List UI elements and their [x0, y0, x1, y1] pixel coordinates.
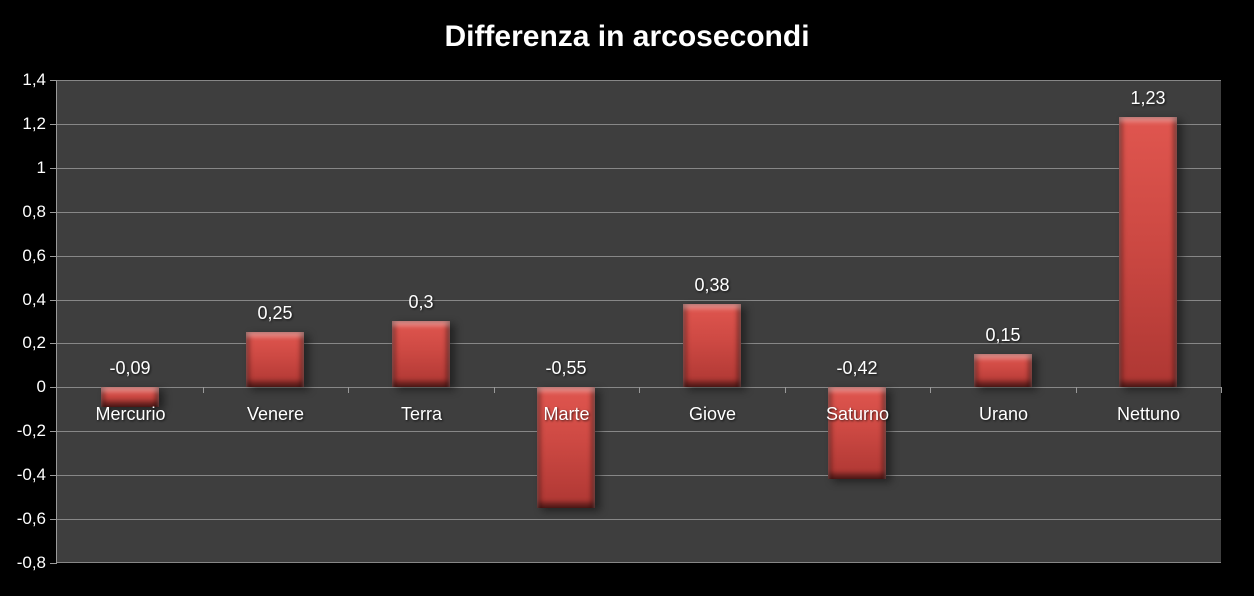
gridline	[57, 124, 1221, 125]
y-axis-label: -0,4	[16, 465, 46, 484]
plot-area	[57, 80, 1221, 563]
bar-saturno	[828, 387, 886, 479]
y-axis-label: 1,2	[22, 114, 46, 133]
gridline	[57, 475, 1221, 476]
gridline	[57, 431, 1221, 432]
y-axis-label: 0,2	[22, 333, 46, 352]
y-axis-label: 0,4	[22, 290, 46, 309]
gridline	[57, 519, 1221, 520]
bar-giove	[683, 304, 741, 387]
gridline	[57, 80, 1221, 81]
chart-title: Differenza in arcosecondi	[444, 20, 810, 53]
y-axis-line	[56, 80, 57, 564]
y-axis-label: -0,6	[16, 509, 46, 528]
bar-venere	[246, 332, 304, 387]
gridline	[57, 300, 1221, 301]
bar-mercurio	[101, 387, 159, 407]
y-axis-label: 1	[36, 158, 46, 177]
y-axis-label: -0,2	[16, 421, 46, 440]
x-axis-tick	[1221, 387, 1222, 393]
gridline	[57, 168, 1221, 169]
y-axis-label: 0,8	[22, 202, 46, 221]
y-axis-label: 0,6	[22, 246, 46, 265]
bar-terra	[392, 321, 450, 387]
gridline	[57, 562, 1221, 563]
y-axis-label: -0,8	[16, 553, 46, 572]
gridline	[57, 256, 1221, 257]
gridline	[57, 212, 1221, 213]
bar-nettuno	[1119, 117, 1177, 387]
y-axis-label: 1,4	[22, 70, 46, 89]
gridline	[57, 343, 1221, 344]
bar-marte	[537, 387, 595, 508]
y-axis-label: 0	[36, 377, 46, 396]
gridline	[57, 387, 1221, 388]
bar-urano	[974, 354, 1032, 387]
